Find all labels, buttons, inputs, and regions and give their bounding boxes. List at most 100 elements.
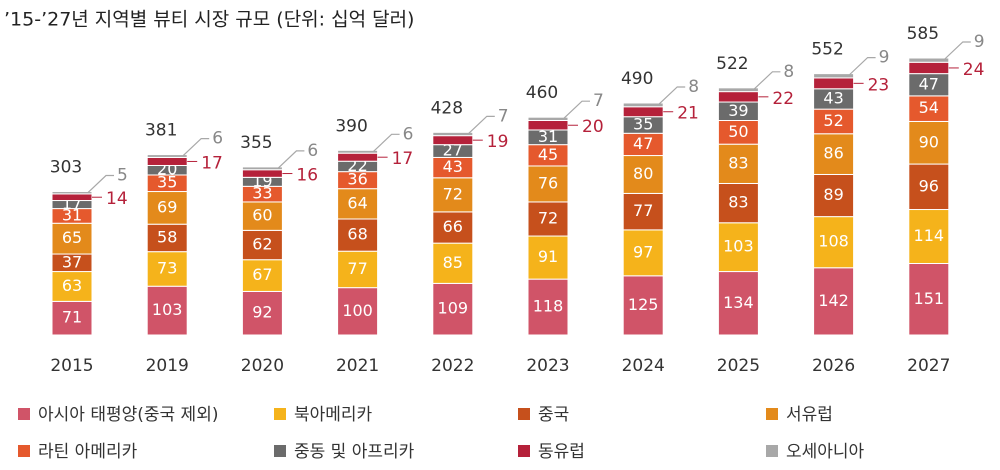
data-label: 103 bbox=[152, 300, 183, 319]
bar-segment bbox=[622, 102, 664, 108]
data-label: 77 bbox=[347, 259, 367, 278]
legend-swatch bbox=[18, 445, 30, 457]
bar-segment bbox=[527, 120, 569, 131]
data-label: 24 bbox=[963, 60, 985, 80]
bar-segment bbox=[432, 135, 474, 146]
leader-line bbox=[944, 41, 971, 60]
data-label: 43 bbox=[443, 157, 463, 176]
bar-segment bbox=[813, 173, 855, 218]
bar-segment bbox=[813, 108, 855, 135]
bar-segment bbox=[813, 267, 855, 336]
legend-swatch bbox=[766, 445, 778, 457]
bar-segment bbox=[622, 275, 664, 336]
leader-line bbox=[658, 86, 686, 105]
data-label: 80 bbox=[633, 164, 653, 183]
legend-label: 오세아니아 bbox=[786, 442, 865, 462]
leader-line bbox=[373, 133, 400, 152]
x-tick-label: 2022 bbox=[431, 356, 474, 376]
bar-segment bbox=[337, 287, 379, 336]
data-label: 103 bbox=[723, 237, 754, 256]
total-label: 585 bbox=[907, 24, 939, 44]
data-label: 60 bbox=[252, 206, 272, 225]
bar-segment bbox=[146, 285, 188, 336]
data-label: 35 bbox=[633, 115, 653, 134]
data-label: 64 bbox=[347, 193, 367, 212]
bar-segment bbox=[241, 290, 283, 336]
data-label: 7 bbox=[498, 106, 509, 126]
data-label: 151 bbox=[914, 289, 945, 308]
x-tick-label: 2019 bbox=[146, 356, 189, 376]
data-label: 92 bbox=[252, 303, 272, 322]
bar-segment bbox=[146, 154, 188, 158]
leader-line bbox=[87, 174, 114, 193]
data-label: 67 bbox=[252, 265, 272, 284]
total-label: 381 bbox=[145, 121, 177, 141]
data-label: 27 bbox=[443, 141, 463, 160]
bar-segment bbox=[432, 211, 474, 244]
total-label: 522 bbox=[716, 54, 748, 74]
data-label: 125 bbox=[628, 295, 659, 314]
bar-segment bbox=[908, 95, 950, 122]
leader-line bbox=[468, 115, 495, 134]
legend-swatch bbox=[274, 408, 286, 420]
total-label: 460 bbox=[526, 83, 558, 103]
data-label: 54 bbox=[919, 98, 939, 117]
bar-segment bbox=[527, 116, 569, 122]
bar-segment bbox=[908, 57, 950, 63]
bar-segment bbox=[241, 259, 283, 292]
bar-segment bbox=[813, 133, 855, 175]
data-label: 39 bbox=[728, 101, 748, 120]
legend-swatch bbox=[18, 408, 30, 420]
bar-segment bbox=[337, 152, 379, 162]
data-label: 8 bbox=[688, 77, 699, 97]
data-label: 7 bbox=[593, 91, 604, 111]
legend-label: 서유럽 bbox=[786, 405, 833, 425]
leader-line bbox=[563, 100, 590, 119]
leader-line bbox=[277, 150, 305, 169]
x-tick-label: 2020 bbox=[241, 356, 284, 376]
bar-segment bbox=[717, 143, 759, 184]
data-label: 6 bbox=[307, 141, 318, 161]
data-label: 66 bbox=[443, 217, 463, 236]
data-label: 114 bbox=[914, 226, 945, 245]
data-label: 86 bbox=[823, 144, 843, 163]
data-label: 17 bbox=[201, 153, 223, 173]
data-label: 52 bbox=[823, 111, 843, 130]
data-label: 109 bbox=[438, 299, 469, 318]
data-label: 100 bbox=[342, 301, 373, 320]
x-tick-label: 2015 bbox=[50, 356, 93, 376]
data-label: 68 bbox=[347, 225, 367, 244]
data-label: 118 bbox=[533, 297, 564, 316]
bar-segment bbox=[813, 77, 855, 90]
data-label: 35 bbox=[157, 173, 177, 192]
data-label: 19 bbox=[487, 132, 509, 152]
data-label: 63 bbox=[62, 276, 82, 295]
x-tick-label: 2024 bbox=[622, 356, 665, 376]
bar-segment bbox=[146, 191, 188, 225]
data-label: 9 bbox=[879, 48, 890, 68]
legend-label: 라틴 아메리카 bbox=[38, 442, 138, 462]
bar-segment bbox=[337, 188, 379, 220]
data-label: 37 bbox=[62, 252, 82, 271]
bar-segment bbox=[432, 242, 474, 284]
bar-segment bbox=[622, 155, 664, 194]
total-label: 552 bbox=[811, 40, 843, 60]
data-label: 9 bbox=[974, 32, 985, 52]
legend-label: 아시아 태평양(중국 제외) bbox=[38, 405, 218, 425]
legend-swatch bbox=[518, 408, 530, 420]
bar-segment bbox=[717, 271, 759, 336]
data-label: 89 bbox=[823, 185, 843, 204]
data-label: 108 bbox=[818, 232, 849, 251]
legend-swatch bbox=[518, 445, 530, 457]
total-label: 490 bbox=[621, 69, 653, 89]
data-label: 50 bbox=[728, 122, 748, 141]
data-label: 72 bbox=[538, 208, 558, 227]
legend-label: 중국 bbox=[538, 405, 569, 425]
data-label: 22 bbox=[772, 89, 794, 109]
bar-segment bbox=[51, 191, 93, 195]
data-label: 134 bbox=[723, 293, 754, 312]
bar-segment bbox=[241, 166, 283, 171]
data-label: 71 bbox=[62, 308, 82, 327]
data-label: 6 bbox=[403, 124, 414, 144]
